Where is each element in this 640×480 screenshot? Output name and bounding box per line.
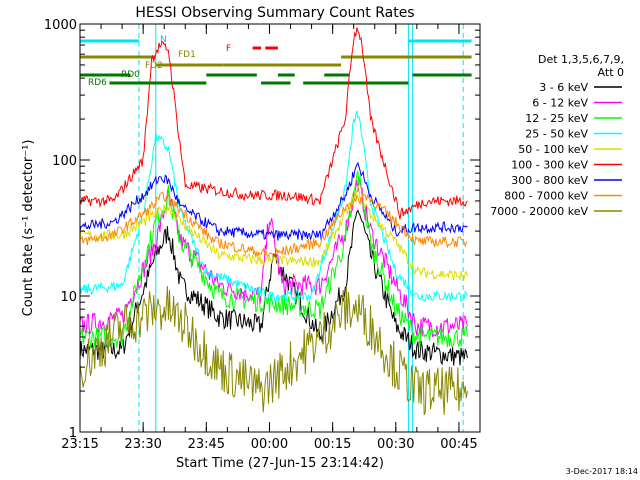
x-tick-label: 00:30 [377, 437, 414, 452]
series-line [80, 185, 468, 281]
series-line [80, 176, 468, 338]
legend-entry-label: 7000 - 20000 keV [490, 205, 588, 218]
flag-label: N [160, 35, 167, 45]
chart-title: HESSI Observing Summary Count Rates [135, 5, 414, 21]
flag-label: FD1 [178, 50, 196, 60]
legend-entry-label: 300 - 800 keV [511, 174, 588, 187]
x-tick-label: 23:15 [61, 437, 98, 452]
series-line [80, 171, 468, 348]
plot-area: N F FD1 FD2 RD0 RD6 [80, 24, 472, 432]
legend-entry-label: 12 - 25 keV [525, 112, 588, 125]
x-tick-label: 23:45 [188, 437, 225, 452]
series-group [80, 24, 472, 432]
y-tick-label: 10 [60, 290, 77, 305]
legend-header: Att 0 [598, 66, 624, 79]
footer-date: 3-Dec-2017 18:14 [566, 467, 638, 476]
legend-entry-label: 100 - 300 keV [511, 159, 588, 172]
series-line [80, 285, 468, 416]
flag-label: RD0 [121, 70, 140, 80]
legend: Det 1,3,5,6,7,9,Att 0 3 - 6 keV 6 - 12 keV… [490, 53, 624, 218]
x-tick-label: 00:00 [251, 437, 288, 452]
series-line [80, 191, 468, 258]
x-tick-label: 23:30 [124, 437, 161, 452]
y-axis-label: Count Rate (s⁻¹ detector⁻¹) [21, 140, 36, 317]
legend-header: Det 1,3,5,6,7,9, [538, 53, 624, 66]
flag-label: FD2 [145, 61, 163, 71]
flag-label: F [226, 44, 231, 54]
legend-entry-label: 3 - 6 keV [539, 81, 588, 94]
y-tick-label: 100 [52, 154, 77, 169]
y-tick-label: 1 [69, 426, 77, 441]
x-tick-label: 00:45 [440, 437, 477, 452]
y-tick-label: 1000 [44, 18, 77, 33]
x-axis-label: Start Time (27-Jun-15 23:14:42) [176, 456, 384, 471]
x-tick-label: 00:15 [314, 437, 351, 452]
series-line [80, 161, 468, 241]
legend-entry-label: 800 - 7000 keV [504, 190, 588, 203]
plot-frame [79, 23, 481, 433]
legend-entry-label: 25 - 50 keV [525, 128, 588, 141]
series-line [80, 27, 468, 220]
series-line [80, 209, 468, 366]
axes: 23:15 23:30 23:45 00:00 00:15 00:30 00:45 1 10 10… [44, 18, 481, 452]
legend-entry-label: 6 - 12 keV [532, 97, 588, 110]
series-line [80, 110, 468, 303]
legend-entry-label: 50 - 100 keV [518, 143, 588, 156]
flag-label: RD6 [88, 78, 107, 88]
